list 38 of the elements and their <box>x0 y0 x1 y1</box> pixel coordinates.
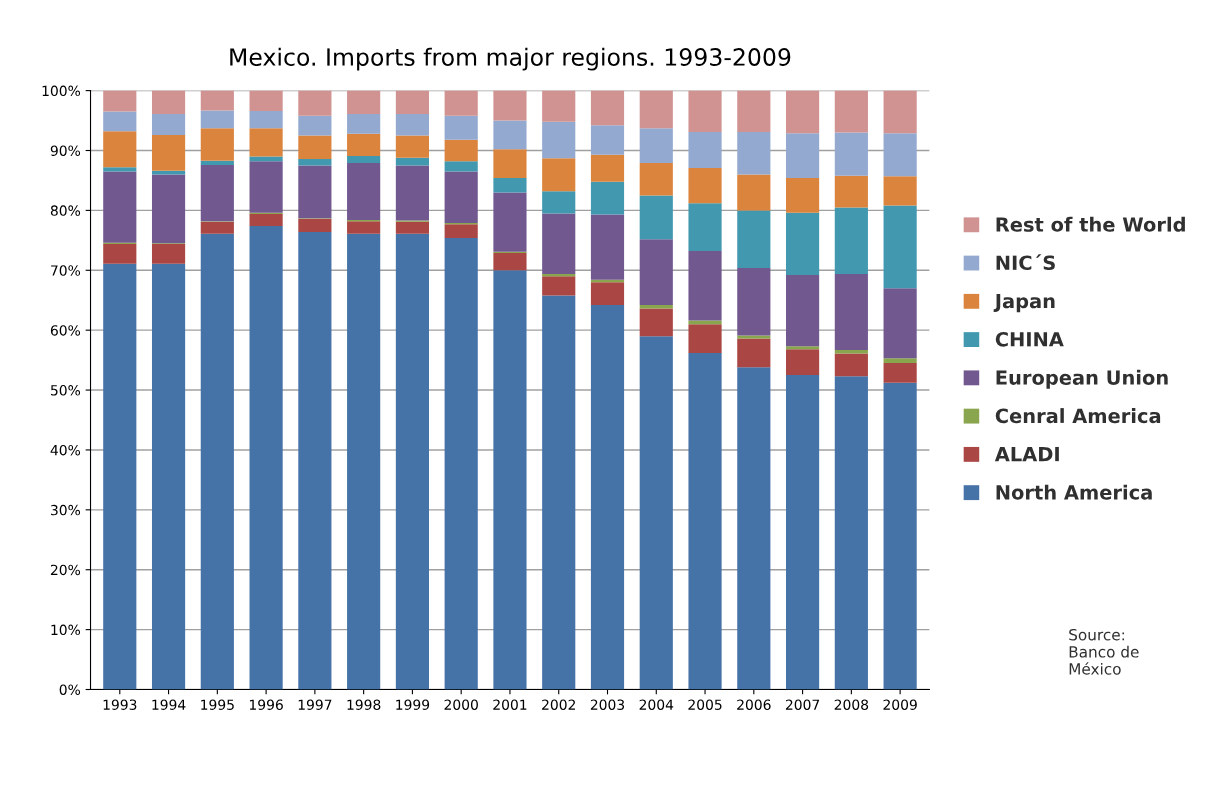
x-tick-label: 2002 <box>542 699 576 710</box>
x-tick-label: 1997 <box>298 699 332 710</box>
y-tick-label: 40% <box>50 444 81 456</box>
legend-label: ALADI <box>994 446 1059 462</box>
legend-label: NIC´S <box>996 254 1055 271</box>
y-tick-label: 10% <box>51 624 81 636</box>
x-tick-label: 2001 <box>493 699 527 710</box>
legend-label: CHINA <box>995 331 1064 347</box>
x-tick-label: 2005 <box>688 699 722 710</box>
legend-label: European Union <box>996 369 1168 389</box>
x-tick-label: 2009 <box>883 699 917 710</box>
x-tick-label: 1994 <box>152 699 186 710</box>
legend-label: Japan <box>993 293 1055 313</box>
legend-label: Rest of the World <box>996 216 1185 232</box>
y-tick-label: 20% <box>50 564 81 576</box>
x-tick-label: 2003 <box>590 699 625 710</box>
x-tick-label: 2006 <box>737 699 771 710</box>
y-tick-label: 100% <box>42 85 81 97</box>
x-tick-label: 1998 <box>347 699 381 710</box>
y-tick-label: 90% <box>50 145 81 156</box>
x-tick-label: 1995 <box>201 699 234 710</box>
x-tick-label: 1993 <box>103 699 137 710</box>
source-note: Source: Banco de México <box>1069 628 1139 675</box>
x-tick-label: 1999 <box>396 699 430 710</box>
x-tick-label: 1996 <box>249 699 283 710</box>
y-tick-label: 50% <box>51 385 81 396</box>
y-tick-label: 70% <box>51 265 81 276</box>
y-tick-label: 30% <box>50 504 81 516</box>
x-tick-label: 2007 <box>785 699 820 710</box>
legend-label: North America <box>996 484 1152 500</box>
x-tick-label: 2004 <box>639 699 674 710</box>
x-tick-label: 2008 <box>834 699 869 710</box>
chart-title: Mexico. Imports from major regions. 1993-2009 <box>230 47 791 71</box>
y-tick-label: 60% <box>50 325 81 336</box>
y-tick-label: 0% <box>59 684 81 695</box>
x-tick-label: 2000 <box>444 699 478 710</box>
legend-label: Cenral America <box>995 408 1161 424</box>
y-tick-label: 80% <box>50 205 81 216</box>
